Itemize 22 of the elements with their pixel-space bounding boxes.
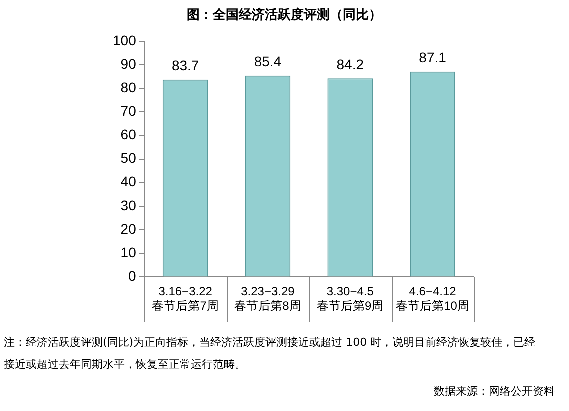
y-tick-label: 80 <box>120 79 137 96</box>
y-tick-label: 20 <box>120 220 137 237</box>
y-tick-label: 30 <box>120 197 137 214</box>
y-tick-label: 0 <box>128 268 137 284</box>
data-label: 83.7 <box>172 58 200 74</box>
data-label: 85.4 <box>254 54 282 70</box>
y-tick-label: 40 <box>120 174 137 190</box>
source-note: 数据来源：网络公开资料 <box>434 384 555 399</box>
y-tick-label: 70 <box>120 103 137 119</box>
x-tick-label: 3.16−3.22 春节后第7周 <box>152 284 219 314</box>
chart-title: 图：全国经济活跃度评测（同比） <box>186 6 383 24</box>
data-label: 87.1 <box>419 50 447 66</box>
y-tick-label: 10 <box>120 244 137 260</box>
text: 注：经济活跃度评测(同比)为正向指标，当经济活跃度评测接近或超过 100 时，说明目前经济恢复较佳，已经接近或超过去年同期水平，恢复至正常运行范畴。 <box>4 335 537 373</box>
data-label: 84.2 <box>336 56 364 73</box>
x-tick-label: 3.23−3.29 春节后第8周 <box>234 284 302 314</box>
y-tick-label: 60 <box>120 126 137 143</box>
x-tick-label: 3.30−4.5 春节后第9周 <box>317 284 384 314</box>
x-tick-label: 4.6−4.12 春节后第10周 <box>396 284 470 314</box>
y-tick-label: 100 <box>113 32 137 48</box>
y-tick-label: 90 <box>120 56 137 72</box>
y-tick-label: 50 <box>120 150 137 166</box>
